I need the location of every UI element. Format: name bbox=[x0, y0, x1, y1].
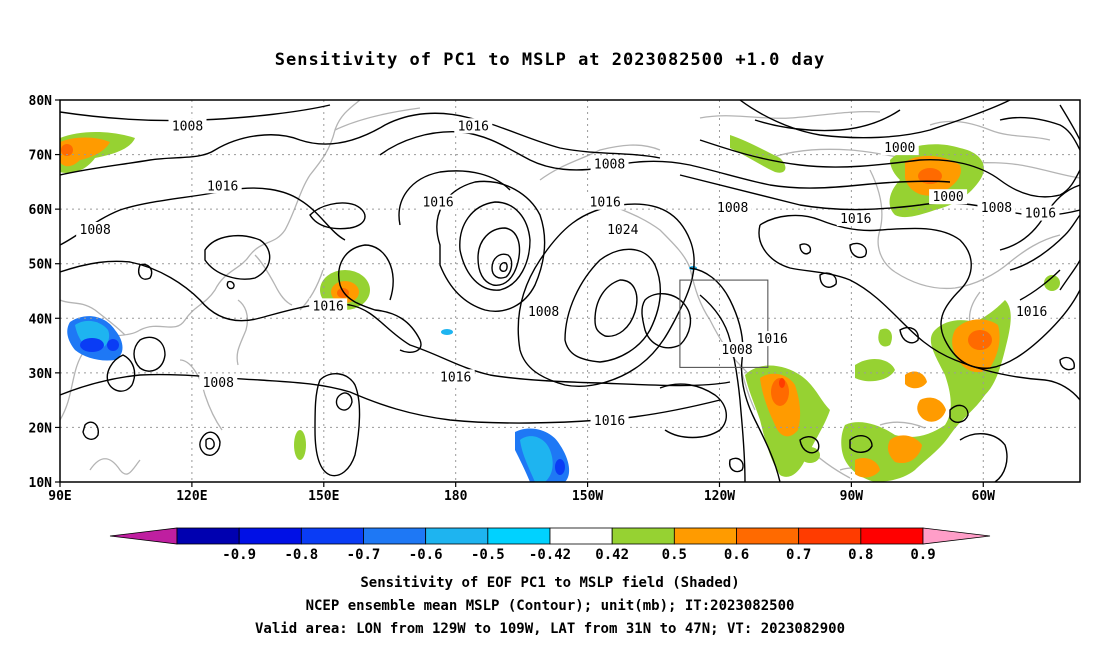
lat-tick-label: 80N bbox=[29, 94, 53, 109]
graticule bbox=[60, 100, 1080, 482]
contour-label: 1016 bbox=[757, 332, 788, 347]
lon-tick-label: 90W bbox=[840, 489, 864, 504]
contour-label: 1000 bbox=[884, 141, 915, 156]
contour-label-bg bbox=[524, 303, 563, 319]
colorbar-label: -0.6 bbox=[409, 547, 443, 563]
contour-label-bg bbox=[1012, 303, 1051, 319]
colorbar-label: 0.6 bbox=[724, 547, 749, 563]
colorbar-box bbox=[549, 527, 613, 545]
contour-label: 1008 bbox=[528, 305, 559, 320]
colorbar: -0.9 -0.8 -0.7 -0.6 -0.5 -0.42 0.42 0.5 0.6 0.7 0.… bbox=[109, 527, 991, 563]
lat-tick-label: 60N bbox=[29, 203, 53, 218]
contour-label-bg bbox=[603, 221, 642, 237]
contour-label-bg bbox=[713, 200, 752, 216]
valid-area-box bbox=[679, 279, 769, 368]
contour-label-bg bbox=[880, 140, 919, 156]
contour-label: 1016 bbox=[422, 196, 453, 211]
colorbar-box bbox=[736, 527, 800, 545]
map-frame bbox=[59, 99, 1081, 483]
contour-label: 1016 bbox=[207, 179, 238, 194]
contour-label: 1016 bbox=[440, 370, 471, 385]
colorbar-box bbox=[860, 527, 924, 545]
contour-label-bg bbox=[753, 331, 792, 347]
colorbar-label: -0.8 bbox=[284, 547, 318, 563]
contour-label-bg bbox=[929, 189, 968, 205]
contour-label: 1008 bbox=[721, 343, 752, 358]
lat-tick-label: 10N bbox=[29, 476, 53, 491]
contour-labels: 1008 1016 1008 1000 1016 1016 1016 1008 1016 1000… bbox=[76, 118, 1060, 429]
contour-label-bg bbox=[977, 200, 1016, 216]
contour-label: 1008 bbox=[80, 223, 111, 238]
lon-tick-label: 180 bbox=[444, 489, 468, 504]
lon-tick-label: 120W bbox=[704, 489, 735, 504]
contour-label: 1016 bbox=[458, 119, 489, 134]
map-title: Sensitivity of PC1 to MSLP at 2023082500… bbox=[274, 50, 826, 70]
colorbar-low-triangle bbox=[109, 527, 178, 545]
colorbar-label: 0.8 bbox=[848, 547, 873, 563]
colorbar-box bbox=[176, 527, 240, 545]
colorbar-label: -0.5 bbox=[471, 547, 505, 563]
colorbar-label: -0.9 bbox=[222, 547, 256, 563]
contour-label: 1016 bbox=[1016, 305, 1047, 320]
colorbar-box bbox=[300, 527, 364, 545]
colorbar-label: -0.7 bbox=[347, 547, 381, 563]
lon-tick-label: 150W bbox=[572, 489, 603, 504]
contour-label: 1008 bbox=[981, 201, 1012, 216]
contour-label-bg bbox=[586, 194, 625, 210]
contour-label-bg bbox=[203, 178, 242, 194]
footer-shading-description: Sensitivity of EOF PC1 to MSLP field (Sh… bbox=[360, 575, 740, 591]
colorbar-label: 0.42 bbox=[595, 547, 629, 563]
contour-label: 1008 bbox=[717, 201, 748, 216]
contour-label: 1016 bbox=[594, 414, 625, 429]
contour-label-bg bbox=[309, 298, 348, 314]
contour-label-bg bbox=[436, 369, 475, 385]
map-figure: 1008 1016 1008 1000 1016 1016 1016 1008 1016 1000… bbox=[29, 94, 1081, 563]
colorbar-box bbox=[487, 527, 551, 545]
contour-label-bg bbox=[590, 412, 629, 428]
contour-label-bg bbox=[419, 194, 458, 210]
contour-label: 1008 bbox=[172, 119, 203, 134]
colorbar-box bbox=[798, 527, 862, 545]
colorbar-label: 0.7 bbox=[786, 547, 811, 563]
lon-tick-label: 90E bbox=[48, 489, 71, 504]
contour-label-bg bbox=[168, 118, 207, 134]
contour-label-bg bbox=[76, 221, 115, 237]
contour-label: 1016 bbox=[840, 212, 871, 227]
sensitivity-shading bbox=[60, 132, 1060, 482]
contour-label-bg bbox=[590, 156, 629, 172]
contour-label-bg bbox=[454, 118, 493, 134]
colorbar-box bbox=[611, 527, 675, 545]
colorbar-box bbox=[363, 527, 427, 545]
contour-label: 1008 bbox=[594, 157, 625, 172]
lat-tick-label: 30N bbox=[29, 367, 53, 382]
contour-label: 1016 bbox=[313, 299, 344, 314]
contour-label-bg bbox=[1021, 205, 1060, 221]
lat-tick-label: 50N bbox=[29, 258, 53, 273]
contour-label: 1016 bbox=[590, 196, 621, 211]
colorbar-box bbox=[238, 527, 302, 545]
contour-label-bg bbox=[199, 374, 238, 390]
colorbar-label: 0.5 bbox=[662, 547, 687, 563]
lon-tick-label: 60W bbox=[972, 489, 996, 504]
contour-label: 1008 bbox=[203, 376, 234, 391]
contour-label-bg bbox=[836, 211, 875, 227]
footer-contour-description: NCEP ensemble mean MSLP (Contour); unit(… bbox=[305, 598, 795, 614]
lat-tick-label: 70N bbox=[29, 149, 53, 164]
colorbar-high-triangle bbox=[922, 527, 991, 545]
lat-tick-label: 20N bbox=[29, 421, 53, 436]
contour-label: 1016 bbox=[1025, 207, 1056, 222]
colorbar-box bbox=[425, 527, 489, 545]
colorbar-label: -0.42 bbox=[529, 547, 571, 563]
lon-tick-label: 120E bbox=[176, 489, 207, 504]
footer-valid-area: Valid area: LON from 129W to 109W, LAT f… bbox=[254, 621, 845, 637]
contour-label: 1024 bbox=[607, 223, 638, 238]
contour-label-bg bbox=[718, 342, 757, 358]
contour-label: 1000 bbox=[932, 190, 963, 205]
colorbar-box bbox=[673, 527, 737, 545]
colorbar-label: 0.9 bbox=[910, 547, 935, 563]
lat-tick-label: 40N bbox=[29, 312, 53, 327]
lon-tick-label: 150E bbox=[308, 489, 339, 504]
